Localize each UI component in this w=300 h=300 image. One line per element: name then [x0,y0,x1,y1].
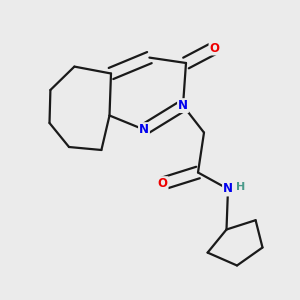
Text: N: N [139,123,149,136]
Text: O: O [209,41,220,55]
Text: N: N [178,99,188,112]
Text: H: H [236,182,245,193]
Text: N: N [223,182,233,196]
Text: O: O [158,177,168,190]
